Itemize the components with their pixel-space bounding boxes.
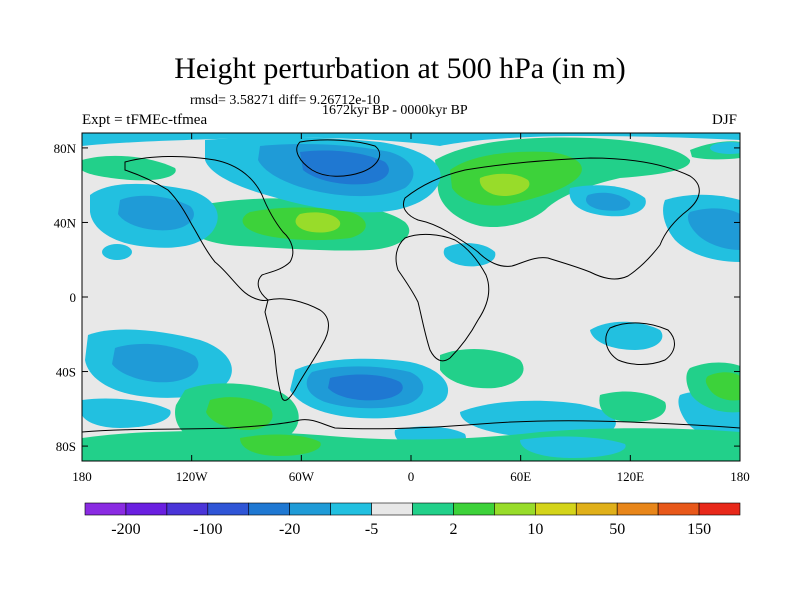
- contour-negative-antarctic-west: [82, 398, 171, 428]
- rmsd-diff-label: rmsd= 3.58271 diff= 9.26712e-10: [190, 93, 381, 108]
- colorbar-swatch-8: [412, 502, 454, 516]
- colorbar-label-3: -5: [365, 521, 378, 538]
- colorbar-swatch-0: [84, 502, 127, 516]
- plot-title: Height perturbation at 500 hPa (in m): [174, 52, 626, 85]
- lon-tick-label-5: 120E: [617, 469, 645, 484]
- lat-tick-label-0: 80N: [54, 141, 77, 156]
- lon-tick-label-0: 180: [72, 469, 92, 484]
- contour-negative-south-west-pacific: [590, 321, 663, 350]
- lat-tick-label-3: 40S: [56, 365, 76, 380]
- lon-tick-label-4: 60E: [510, 469, 531, 484]
- coastline-greenland: [296, 139, 380, 177]
- colorbar-swatch-14: [657, 502, 700, 516]
- colorbar-swatch-2: [166, 502, 209, 516]
- season-label: DJF: [712, 112, 738, 128]
- contour-negative-north-east-pacific-core: [687, 208, 740, 250]
- colorbar-label-5: 10: [527, 521, 543, 538]
- contour-negative-arabia: [443, 243, 496, 267]
- contour-negative-greenland-core: [300, 150, 389, 185]
- experiment-label: Expt = tFMEc-tfmea: [82, 112, 208, 128]
- colorbar-swatch-11: [535, 502, 577, 516]
- contour-negative-arctic-top: [82, 133, 740, 146]
- contour-positive-south-indian: [440, 348, 524, 389]
- contour-negative-antarctic-bottom: [520, 436, 626, 458]
- colorbar-label-6: 50: [609, 521, 625, 538]
- time-period-label: 1672kyr BP - 0000kyr BP: [322, 103, 468, 118]
- contour-negative-south-atlantic-core: [328, 374, 403, 401]
- colorbar-label-1: -100: [193, 521, 222, 538]
- contour-positive-asia-peak: [479, 173, 530, 196]
- lat-tick-label-4: 80S: [56, 439, 76, 454]
- colorbar-swatch-3: [207, 502, 250, 516]
- colorbar-swatch-9: [453, 502, 495, 516]
- colorbar-swatch-15: [698, 502, 741, 516]
- lat-tick-label-2: 0: [70, 290, 77, 305]
- colorbar-swatch-12: [575, 502, 618, 516]
- colorbar-swatch-7: [371, 502, 413, 516]
- latitude-axis: 80N 40N 0 40S 80S: [54, 141, 740, 454]
- colorbar-swatch-1: [125, 502, 168, 516]
- contour-negative-small-east: [710, 142, 740, 154]
- contour-negative-north-pacific-core: [118, 195, 194, 231]
- colorbar-label-7: 150: [687, 521, 711, 538]
- lon-tick-label-1: 120W: [176, 469, 209, 484]
- contour-positive-pacific-north: [82, 155, 176, 181]
- longitude-axis: 180 120W 60W 0 60E 120E 180: [72, 133, 750, 484]
- colorbar-label-2: -20: [279, 521, 300, 538]
- colorbar-swatch-13: [616, 502, 659, 516]
- contour-positive-north-atlantic-peak: [295, 212, 341, 233]
- colorbar-swatch-6: [330, 502, 372, 516]
- contour-negative-indian-ocean: [460, 400, 616, 439]
- lon-tick-label-2: 60W: [289, 469, 315, 484]
- contour-positive-antarctic-core: [240, 434, 321, 456]
- map-panel: [82, 133, 740, 461]
- colorbar-swatch-10: [494, 502, 536, 516]
- coastline-africa: [395, 233, 490, 362]
- coastlines: [82, 139, 740, 433]
- colorbar-label-4: 2: [449, 521, 457, 538]
- contour-negative-east-asia-core: [585, 192, 631, 211]
- colorbar: -200 -100 -20 -5 2 10 50 150: [84, 502, 741, 538]
- colorbar-label-0: -200: [111, 521, 140, 538]
- contour-negative-south-pacific-core: [112, 343, 199, 383]
- contour-positive-south-indian-east: [599, 391, 666, 422]
- coastline-australia: [605, 322, 675, 365]
- coastline-antarctica: [82, 419, 740, 433]
- contour-negative-small-pacific: [102, 244, 132, 260]
- lon-tick-label-3: 0: [408, 469, 415, 484]
- contour-positive-south-east-core: [705, 372, 740, 401]
- lat-tick-label-1: 40N: [54, 215, 77, 230]
- coastline-south-america: [264, 298, 329, 401]
- colorbar-swatch-4: [248, 502, 290, 516]
- lon-tick-label-6: 180: [730, 469, 750, 484]
- coastline-eurasia: [403, 157, 700, 280]
- contour-positive-south-pacific-core: [206, 397, 273, 430]
- coastline-north-america: [124, 156, 294, 301]
- colorbar-swatch-5: [289, 502, 331, 516]
